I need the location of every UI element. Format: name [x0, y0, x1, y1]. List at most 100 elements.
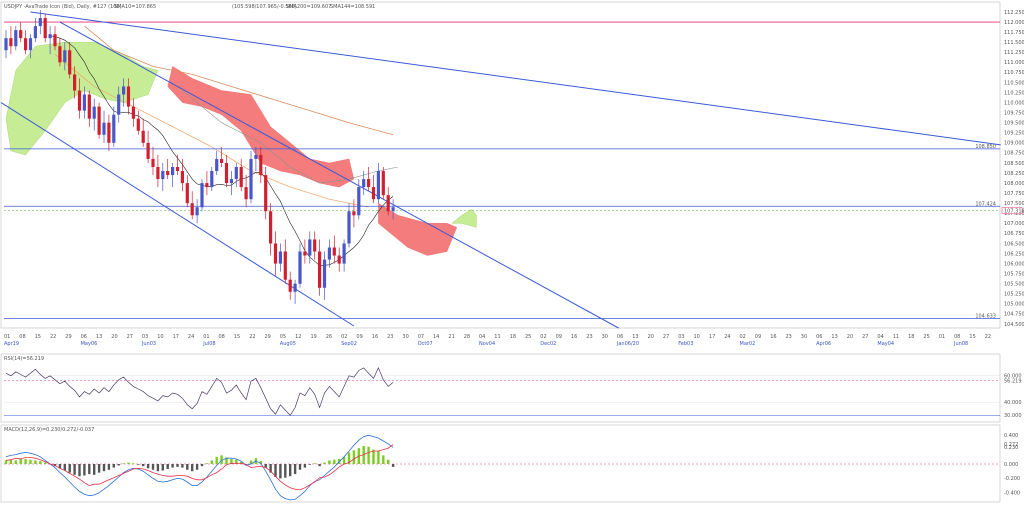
candle — [200, 179, 203, 211]
candle — [215, 151, 218, 175]
time-month-tick: May04 — [877, 341, 894, 347]
candle — [93, 99, 96, 131]
time-day-tick: 04 — [877, 334, 883, 340]
macd-histogram-bar — [44, 463, 46, 464]
candle — [166, 159, 169, 179]
price-tick: 106.750 — [1004, 231, 1024, 237]
rsi-tick: 30.000 — [1004, 413, 1022, 419]
time-day-tick: 08 — [219, 334, 225, 340]
macd-histogram-bar — [93, 464, 95, 475]
macd-histogram-bar — [318, 464, 320, 466]
macd-histogram-bar — [323, 463, 325, 464]
candle — [279, 243, 282, 271]
macd-histogram-bar — [279, 464, 281, 478]
time-day-tick: 15 — [35, 334, 41, 340]
macd-histogram-bar — [186, 464, 188, 470]
time-day-tick: 14 — [433, 334, 439, 340]
macd-histogram-bar — [15, 460, 17, 464]
candle — [210, 167, 213, 191]
candle — [186, 175, 189, 207]
candle — [88, 91, 91, 127]
time-day-tick: 13 — [831, 334, 837, 340]
candle — [274, 231, 277, 275]
time-day-tick: 03 — [142, 334, 148, 340]
macd-histogram-bar — [367, 447, 369, 464]
macd-histogram-bar — [157, 464, 159, 471]
time-day-tick: 19 — [311, 334, 317, 340]
price-tick: 108.250 — [1004, 171, 1024, 177]
time-day-tick: 12 — [295, 334, 301, 340]
macd-histogram-bar — [216, 457, 218, 464]
macd-histogram-bar — [299, 464, 301, 470]
macd-histogram-bar — [113, 464, 115, 468]
time-month-tick: Apr06 — [816, 341, 831, 347]
time-day-tick: 06 — [816, 334, 822, 340]
macd-histogram-bar — [181, 464, 183, 468]
macd-histogram-bar — [108, 464, 110, 470]
macd-histogram-bar — [309, 464, 311, 465]
macd-histogram-bar — [34, 460, 36, 464]
time-day-tick: 10 — [157, 334, 163, 340]
macd-panel-frame — [1, 425, 1000, 502]
time-day-tick: 18 — [908, 334, 914, 340]
level-mid-label: 107.424 — [975, 201, 996, 207]
candle — [382, 167, 385, 199]
macd-histogram-bar — [88, 464, 90, 474]
time-day-tick: 27 — [127, 334, 133, 340]
time-day-tick: 01 — [939, 334, 945, 340]
macd-header: MACD(12,26,9)=0.230/0.272/-0.037 — [4, 427, 94, 433]
macd-tick: 0.230 — [1004, 445, 1018, 451]
time-day-tick: 29 — [265, 334, 271, 340]
time-day-tick: 16 — [571, 334, 577, 340]
macd-histogram-bar — [69, 464, 71, 473]
candle — [4, 30, 7, 58]
time-day-tick: 22 — [249, 334, 255, 340]
candle — [107, 115, 110, 151]
time-day-tick: 23 — [786, 334, 792, 340]
time-day-tick: 10 — [694, 334, 700, 340]
time-day-tick: 06 — [81, 334, 87, 340]
macd-histogram-bar — [152, 464, 154, 470]
time-month-tick: Apr19 — [4, 341, 19, 347]
macd-histogram-bar — [39, 461, 41, 464]
macd-histogram-bar — [196, 464, 198, 470]
time-day-tick: 22 — [985, 334, 991, 340]
time-day-tick: 08 — [19, 334, 25, 340]
price-tick: 111.750 — [1004, 30, 1024, 36]
candle — [14, 26, 17, 50]
time-day-tick: 15 — [234, 334, 240, 340]
macd-histogram-bar — [78, 464, 80, 476]
candle — [377, 163, 380, 203]
candle — [34, 18, 37, 42]
rsi-tick: 56.219 — [1004, 379, 1022, 385]
macd-histogram-bar — [73, 464, 75, 475]
time-day-tick: 05 — [280, 334, 286, 340]
candle — [102, 111, 105, 143]
candle — [352, 199, 355, 227]
candle — [294, 280, 297, 304]
candle — [9, 26, 12, 54]
candle — [161, 163, 164, 191]
time-day-tick: 09 — [356, 334, 362, 340]
macd-histogram-bar — [191, 464, 193, 471]
macd-histogram-bar — [387, 460, 389, 464]
time-month-tick: Mar02 — [740, 341, 756, 347]
candle — [372, 175, 375, 203]
time-day-tick: 20 — [111, 334, 117, 340]
macd-histogram-bar — [372, 450, 374, 464]
main-panel-frame — [1, 2, 1000, 328]
price-tick: 108.500 — [1004, 161, 1024, 167]
candle — [343, 239, 346, 271]
current-price-label: 107.318 — [1004, 208, 1024, 214]
candle — [112, 107, 115, 147]
time-day-tick: 13 — [96, 334, 102, 340]
cloud-bear-2 — [378, 203, 456, 255]
time-day-tick: 08 — [954, 334, 960, 340]
trendline-channel-lower — [1, 103, 354, 326]
time-day-tick: 23 — [586, 334, 592, 340]
time-day-tick: 30 — [602, 334, 608, 340]
macd-histogram-bar — [29, 460, 31, 464]
macd-histogram-bar — [103, 464, 105, 471]
